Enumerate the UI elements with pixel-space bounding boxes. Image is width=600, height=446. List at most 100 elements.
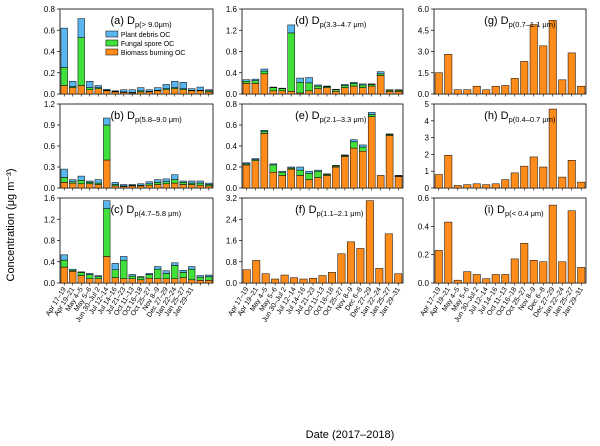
- bar-c-fungal-spore-oc-9: [137, 276, 145, 281]
- panel-a: 0.00.20.40.60.8(a) Dp(> 9.0μm)Plant debr…: [44, 5, 214, 99]
- bar-f-biomass-burning-oc-9: [328, 272, 336, 284]
- bar-a-plant-debris-oc-0: [60, 27, 68, 68]
- bar-d-plant-debris-oc-8: [314, 84, 322, 87]
- bar-f-biomass-burning-oc-8: [318, 275, 327, 284]
- bar-h-biomass-burning-oc-14: [567, 160, 576, 189]
- bar-d-fungal-spore-oc-2: [260, 70, 269, 75]
- bar-h-biomass-burning-oc-0: [434, 174, 443, 189]
- panel-h: 0 1 2 3 4 5 (h) Dp(0.4–0.7 μm): [425, 100, 587, 193]
- bar-e-biomass-burning-oc-17: [394, 176, 403, 189]
- bar-i-biomass-burning-oc-9: [520, 243, 529, 284]
- bar-g-biomass-burning-oc-1: [444, 54, 453, 95]
- bar-f-biomass-burning-oc-10: [337, 253, 346, 284]
- bar-e-fungal-spore-oc-2: [260, 131, 269, 134]
- bar-b-fungal-spore-oc-13: [171, 179, 179, 184]
- bar-b-biomass-burning-oc-14: [179, 184, 187, 189]
- panel-label-prefix: (h) D: [484, 110, 509, 122]
- bar-e-plant-debris-oc-1: [251, 158, 260, 160]
- legend: Plant debris OC Fungal spore OC Biomass bu…: [105, 30, 185, 57]
- y-tick-label: 3: [425, 134, 430, 143]
- bar-h-biomass-burning-oc-9: [520, 165, 529, 189]
- bar-g-biomass-burning-oc-4: [472, 85, 481, 95]
- bar-b-plant-debris-oc-0: [60, 168, 68, 178]
- bar-a-biomass-burning-oc-2: [77, 85, 85, 95]
- bar-i-biomass-burning-oc-4: [472, 274, 481, 284]
- bar-e-plant-debris-oc-3: [269, 163, 278, 166]
- bar-e-biomass-burning-oc-11: [341, 156, 349, 189]
- bar-i-biomass-burning-oc-10: [529, 260, 538, 284]
- bar-a-plant-debris-oc-9: [137, 87, 145, 92]
- bar-b-biomass-burning-oc-13: [171, 182, 179, 189]
- bar-d-biomass-burning-oc-2: [260, 73, 269, 95]
- y-tick-label: 0.2: [418, 251, 430, 260]
- y-tick-label: 0.6: [418, 194, 430, 203]
- bar-e-fungal-spore-oc-8: [314, 170, 322, 178]
- bar-h-biomass-burning-oc-3: [463, 184, 472, 189]
- bar-h-biomass-burning-oc-1: [444, 154, 453, 189]
- bar-d-fungal-spore-oc-5: [287, 32, 295, 92]
- bar-a-plant-debris-oc-17: [205, 89, 213, 92]
- bar-f-biomass-burning-oc-3: [271, 278, 280, 284]
- panel-label-subscript: p(5.8–9.0 μm): [135, 115, 182, 124]
- bar-e-plant-debris-oc-6: [296, 166, 304, 171]
- bar-a-fungal-spore-oc-3: [86, 87, 94, 90]
- bar-c-plant-debris-oc-0: [60, 254, 68, 261]
- bar-d-plant-debris-oc-0: [242, 79, 251, 82]
- y-tick-label: 1.6: [226, 5, 238, 14]
- bar-h-biomass-burning-oc-4: [472, 183, 481, 189]
- bar-d-fungal-spore-oc-13: [359, 84, 367, 88]
- bar-b-plant-debris-oc-11: [154, 179, 162, 183]
- bar-b-biomass-burning-oc-16: [196, 184, 204, 189]
- bar-c-fungal-spore-oc-6: [111, 269, 119, 278]
- bar-h-biomass-burning-oc-8: [510, 172, 519, 189]
- bar-e-plant-debris-oc-5: [287, 166, 295, 169]
- bar-i-biomass-burning-oc-0: [434, 250, 443, 284]
- bar-a-plant-debris-oc-2: [77, 18, 85, 38]
- bar-b-biomass-burning-oc-10: [145, 184, 153, 189]
- bar-c-plant-debris-oc-8: [128, 274, 136, 277]
- bar-f-biomass-burning-oc-5: [290, 277, 299, 284]
- bar-b-plant-debris-oc-2: [77, 175, 85, 181]
- panel-label: (b) Dp(5.8–9.0 μm): [110, 110, 182, 124]
- bar-g-biomass-burning-oc-10: [529, 24, 538, 95]
- y-tick-label: 0.0: [226, 184, 238, 193]
- bar-b-plant-debris-oc-5: [103, 117, 111, 126]
- panel-i: 0.00.20.40.6(i) Dp(< 0.4 μm)Apr 17–19Apr…: [418, 194, 587, 324]
- bar-e-biomass-burning-oc-14: [367, 116, 376, 189]
- y-tick-label: 1.5: [418, 69, 430, 78]
- bar-a-biomass-burning-oc-14: [179, 89, 187, 95]
- panel-b: 0.0 0.3 0.6 0.9 1.2 (b) Dp(5.8–9.0 μm): [44, 100, 214, 193]
- bar-c-plant-debris-oc-7: [120, 256, 128, 261]
- bar-c-plant-debris-oc-5: [103, 200, 111, 209]
- bar-a-plant-debris-oc-6: [111, 90, 119, 92]
- panel-label-prefix: (i) D: [484, 204, 505, 216]
- bar-c-plant-debris-oc-1: [69, 268, 77, 271]
- y-tick-label: 6.0: [418, 5, 430, 14]
- bar-e-biomass-burning-oc-6: [296, 175, 304, 189]
- bar-i-biomass-burning-oc-15: [577, 267, 586, 284]
- bar-b-fungal-spore-oc-12: [162, 181, 170, 185]
- bar-b-fungal-spore-oc-2: [77, 180, 85, 185]
- bar-a-plant-debris-oc-5: [103, 88, 111, 91]
- bar-b-fungal-spore-oc-11: [154, 182, 162, 185]
- y-tick-label: 4: [425, 117, 430, 126]
- bar-a-plant-debris-oc-4: [94, 85, 102, 88]
- bar-b-plant-debris-oc-15: [188, 180, 196, 184]
- bar-i-biomass-burning-oc-8: [510, 258, 519, 284]
- bar-a-fungal-spore-oc-0: [60, 67, 68, 86]
- y-tick-label: 0.4: [418, 222, 430, 231]
- bar-c-fungal-spore-oc-11: [154, 268, 162, 279]
- bar-c-biomass-burning-oc-6: [111, 277, 119, 284]
- y-tick-label: 0.2: [226, 163, 238, 172]
- y-tick-label: 2.4: [226, 215, 238, 224]
- bar-b-biomass-burning-oc-8: [128, 185, 136, 189]
- bar-d-fungal-spore-oc-12: [350, 83, 358, 87]
- bar-e-biomass-burning-oc-1: [251, 160, 260, 189]
- bar-d-biomass-burning-oc-5: [287, 91, 295, 95]
- bar-h-biomass-burning-oc-7: [501, 179, 510, 189]
- y-tick-label: 0: [425, 184, 430, 193]
- bar-c-fungal-spore-oc-8: [128, 275, 136, 279]
- bar-h-biomass-burning-oc-11: [539, 166, 548, 189]
- bar-d-biomass-burning-oc-1: [251, 83, 260, 95]
- bar-g-biomass-burning-oc-2: [453, 89, 462, 95]
